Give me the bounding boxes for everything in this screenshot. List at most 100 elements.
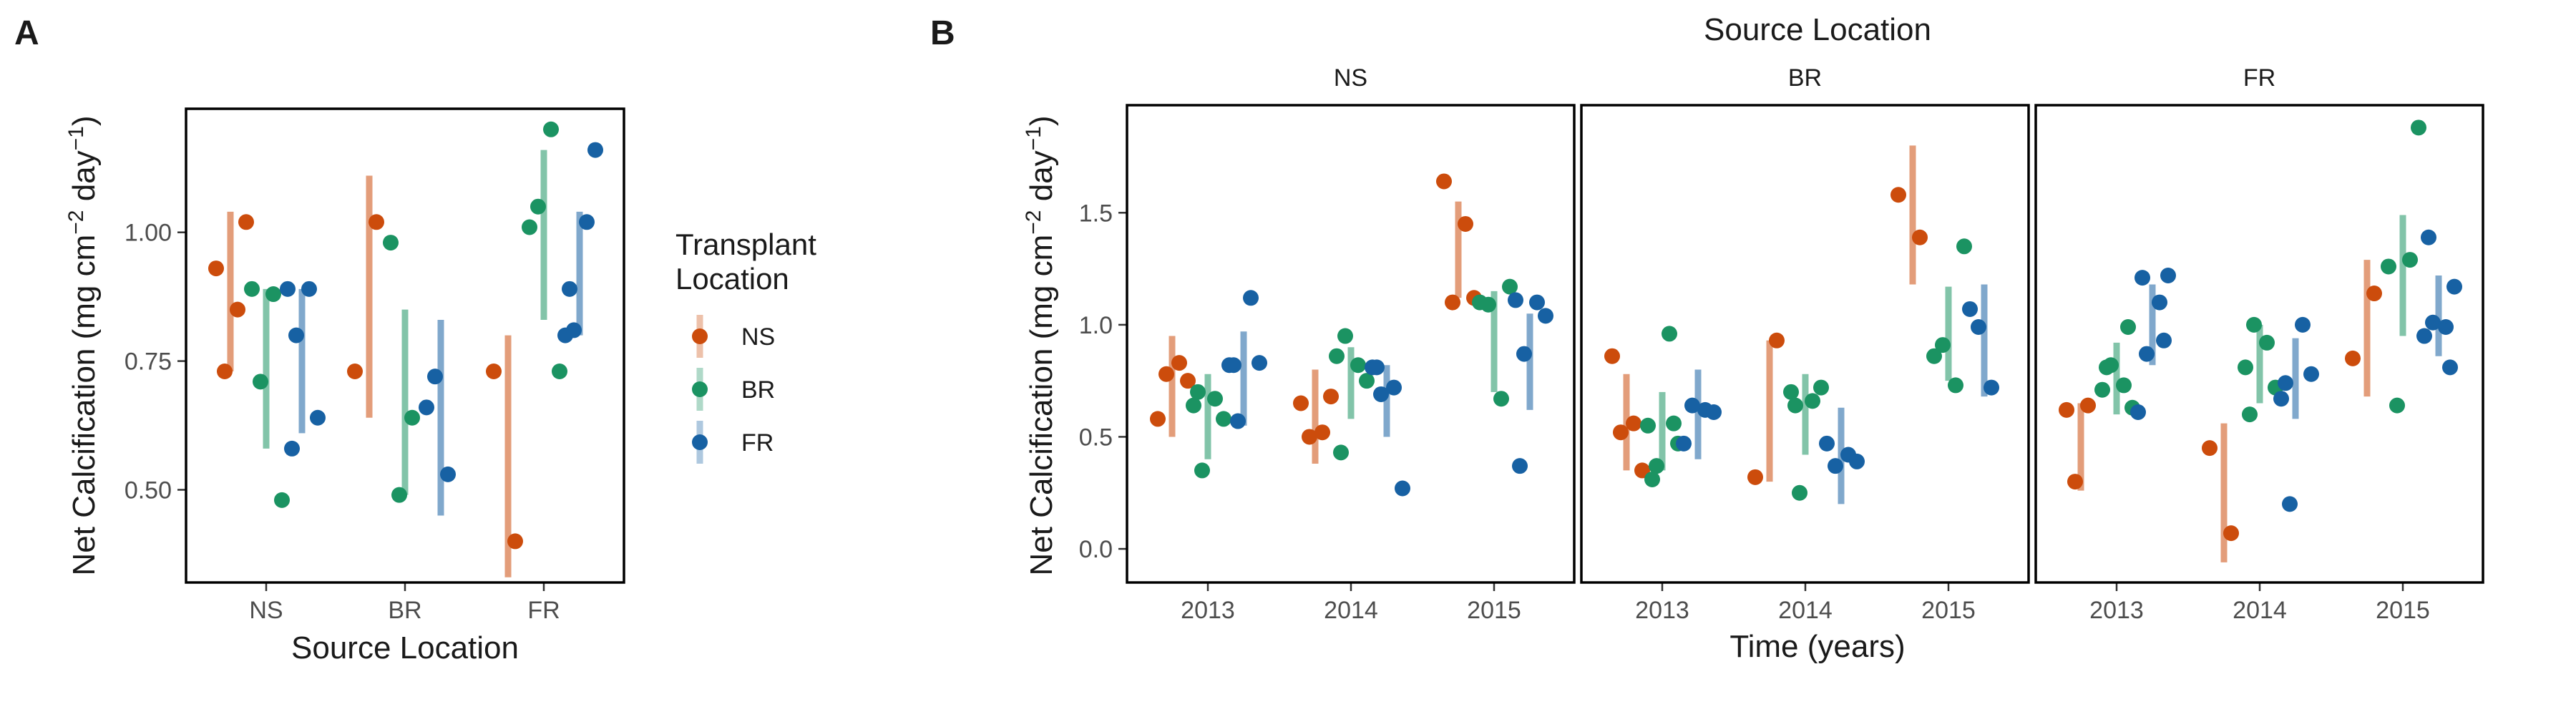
facet-br-point xyxy=(1604,348,1620,364)
facet-ns-point xyxy=(1395,480,1410,497)
facet-fr-point xyxy=(2116,377,2132,394)
facet-br-point xyxy=(1787,397,1803,414)
panel-b-y-title: Net Calcification (mg cm−2 day−1) xyxy=(1022,115,1059,575)
facet-fr-point xyxy=(2080,397,2096,414)
facet-fr-point xyxy=(2366,286,2382,302)
legend-key-point xyxy=(692,328,708,344)
facet-ns-point xyxy=(1436,173,1452,190)
panel-a-group-8 xyxy=(557,142,603,343)
facet-ns-group-8 xyxy=(1508,292,1553,474)
facet-frame xyxy=(1580,104,2030,584)
facet-fr-point xyxy=(2411,120,2426,136)
facet-fr-point xyxy=(2120,319,2136,336)
facet-fr-group-0 xyxy=(2059,397,2096,491)
facet-br-point xyxy=(1956,238,1972,255)
facet-fr-group-1 xyxy=(2094,319,2140,416)
facet-ns-group-4 xyxy=(1329,328,1375,461)
panel-a-point xyxy=(288,327,304,343)
panel-b-y-tick-label: 1.0 xyxy=(1079,312,1113,339)
legend-entries: NS BR FR xyxy=(692,315,775,464)
facet-br-point xyxy=(1769,332,1785,348)
facet-ns-group-2 xyxy=(1221,290,1267,429)
panel-a-point xyxy=(562,281,577,297)
panel-a-point xyxy=(383,235,399,251)
facet-ns-point xyxy=(1302,429,1317,445)
panel-a-point xyxy=(530,198,546,215)
facet-br-point xyxy=(1684,397,1700,414)
panel-a-group-6 xyxy=(486,335,523,577)
facet-br-point xyxy=(1676,435,1692,452)
panel-a-group-3 xyxy=(347,175,384,418)
legend-key-point xyxy=(692,381,708,397)
facet-frame xyxy=(1126,104,1576,584)
facet-fr-point xyxy=(2425,314,2441,331)
facet-ns-point xyxy=(1359,373,1375,389)
facet-ns-point xyxy=(1350,357,1366,374)
legend-entry-fr: FR xyxy=(692,421,774,464)
legend-key-point xyxy=(692,434,708,450)
panel-a-group-5 xyxy=(419,320,456,516)
facet-fr-point xyxy=(2381,258,2396,275)
facet-fr-point xyxy=(2246,316,2262,333)
facet-ns-point xyxy=(1502,278,1518,295)
facet-fr-point xyxy=(2059,401,2074,418)
panel-a-letter: A xyxy=(14,14,39,52)
legend-entry-ns: NS xyxy=(692,315,775,358)
facet-br-group-1 xyxy=(1640,326,1686,487)
facet-frame xyxy=(2034,104,2484,584)
facet-ns-point xyxy=(1186,397,1201,414)
facet-strip-label: NS xyxy=(1334,64,1367,92)
facet-fr-point xyxy=(2223,525,2239,542)
facet-fr-point xyxy=(2278,375,2293,391)
facet-br-point xyxy=(1819,435,1835,452)
panel-a-point xyxy=(440,466,456,482)
facet-br-point xyxy=(1649,458,1664,474)
panel-a-x-tick-label: FR xyxy=(527,597,560,624)
facet-ns-point xyxy=(1386,379,1402,396)
panel-a-point xyxy=(552,363,567,379)
panel-a-point xyxy=(507,533,523,550)
panel-a-group-4 xyxy=(383,235,420,503)
facet-fr-point xyxy=(2242,406,2258,423)
facet-x-tick-label: 2013 xyxy=(1635,597,1689,624)
panel-a-frame xyxy=(185,107,625,584)
legend-entry-br: BR xyxy=(692,368,775,411)
facet-ns-point xyxy=(1529,294,1545,311)
facet-x-tick-label: 2013 xyxy=(2089,597,2144,624)
panel-b-y-tick-label: 0.5 xyxy=(1079,424,1113,451)
facet-ns-group-7 xyxy=(1472,278,1518,407)
facet-br-point xyxy=(1926,348,1942,364)
facet-fr-point xyxy=(2295,316,2311,333)
panel-b-plot: 0.0 0.5 1.0 1.5 NS 2013 2014 2015 BR 2013 2014 2015… xyxy=(1079,64,2484,624)
facet-fr-point xyxy=(2438,319,2454,336)
facet-ns-point xyxy=(1190,384,1206,400)
panel-a-point xyxy=(274,492,290,508)
facet-fr-point xyxy=(2202,440,2218,457)
facet-br-group-7 xyxy=(1926,238,1972,394)
facet-br-point xyxy=(1613,424,1629,441)
facet-br: BR 2013 2014 2015 xyxy=(1580,64,2030,624)
facet-ns-point xyxy=(1373,386,1389,402)
panel-a-point xyxy=(369,214,384,230)
facet-fr-point xyxy=(2421,229,2436,245)
panel-a-point xyxy=(543,121,559,137)
panel-a-point xyxy=(244,281,260,297)
panel-a-point xyxy=(253,374,268,390)
facet-fr-group-4 xyxy=(2238,316,2283,423)
facet-br-point xyxy=(1849,453,1865,469)
facet-fr-point xyxy=(2130,404,2146,421)
facet-strip-label: FR xyxy=(2243,64,2275,92)
facet-strip-label: BR xyxy=(1788,64,1822,92)
facet-br-point xyxy=(1747,469,1763,485)
facet-fr-point xyxy=(2282,496,2298,512)
panel-a-point xyxy=(280,281,296,297)
panel-b-x-title: Time (years) xyxy=(1729,629,1905,664)
panel-a-point xyxy=(522,219,537,235)
facet-br-point xyxy=(1828,458,1843,474)
facet-fr-point xyxy=(2067,474,2083,490)
panel-a-point xyxy=(579,214,595,230)
panel-a-group-7 xyxy=(522,121,567,379)
facet-fr-group-5 xyxy=(2273,316,2319,512)
panel-a-point xyxy=(419,399,434,416)
